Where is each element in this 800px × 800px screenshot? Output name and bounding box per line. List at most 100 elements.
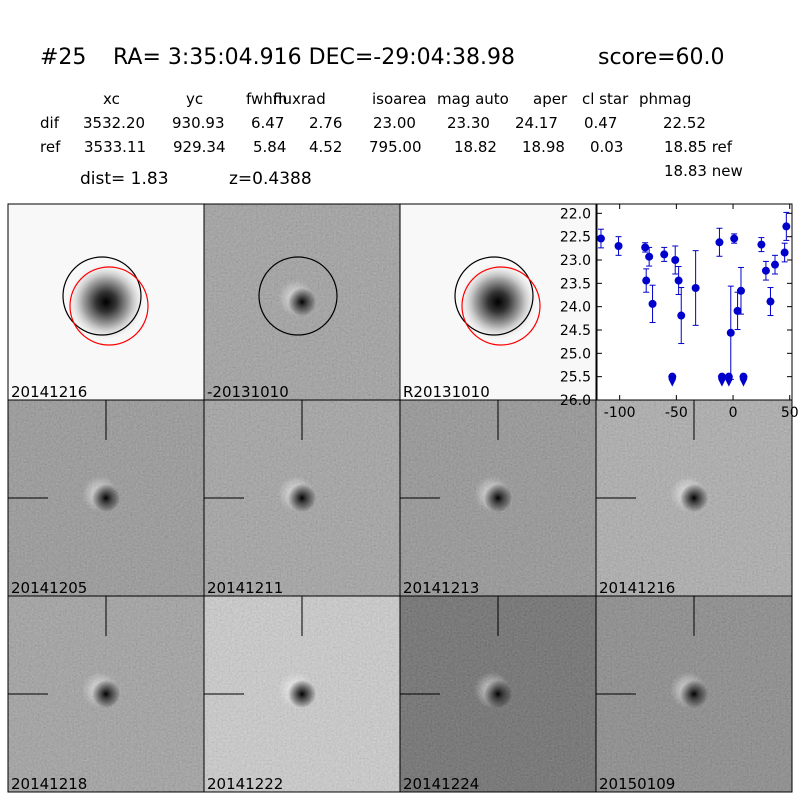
upper-limit-point: [724, 372, 733, 381]
stamp-grid: 20141216 -20131010 R20131010 20141205 201412…: [7, 203, 793, 793]
table-cell: 795.00: [369, 138, 422, 156]
table-cell: 23.30: [447, 114, 490, 132]
table-cell: 3533.11: [84, 138, 146, 156]
table-cell: 24.17: [515, 114, 558, 132]
column-header: mag auto: [437, 90, 509, 108]
data-point: [677, 311, 686, 320]
data-point: [726, 328, 735, 337]
stamp-source: [66, 262, 146, 342]
stamp-source: [680, 680, 708, 708]
data-point: [766, 297, 775, 306]
upper-limit-arrow: [668, 378, 677, 387]
column-header: phmag: [639, 90, 691, 108]
y-tick-label: 26.0: [560, 393, 591, 409]
y-tick-label: 24.0: [560, 300, 591, 316]
column-header: xc: [103, 90, 120, 108]
data-point: [782, 222, 791, 231]
y-tick-label: 22.5: [560, 230, 591, 246]
upper-limit-point: [717, 372, 726, 381]
light-curve: 22.0 22.5 23.0 23.5 24.0 24.5 25.0 25.5 26.0 -100…: [560, 203, 799, 421]
data-point: [691, 284, 700, 292]
aperture-black: [454, 256, 534, 336]
aperture-black: [258, 256, 338, 336]
stamp-source: [484, 680, 512, 708]
data-point: [674, 276, 683, 285]
stamp-source: [288, 680, 316, 708]
data-point: [770, 260, 779, 269]
y-tick-label: 24.5: [560, 323, 591, 339]
candidate-id: #25: [40, 45, 86, 70]
aperture-red: [69, 266, 149, 346]
stamp-source: [92, 484, 120, 512]
aperture-black: [62, 256, 142, 336]
y-tick-label: 25.0: [560, 346, 591, 362]
coordinates: RA= 3:35:04.916 DEC=-29:04:38.98: [113, 45, 515, 70]
plot-background: [597, 204, 792, 400]
column-header: cl star: [582, 90, 629, 108]
stamp-source: [288, 484, 316, 512]
data-point: [614, 242, 623, 250]
table-cell: ref: [40, 138, 61, 156]
table-cell: 5.84: [253, 138, 286, 156]
stamp-label: 20141224: [403, 775, 479, 793]
column-header: fwhm: [246, 90, 287, 108]
x-tick-label: -50: [665, 405, 688, 421]
data-point: [715, 238, 724, 247]
stamp-source: [92, 680, 120, 708]
y-tick-label: 25.5: [560, 370, 591, 386]
data-point: [780, 248, 789, 257]
data-point: [671, 256, 680, 264]
upper-limit-point: [668, 372, 677, 381]
stamp-label: 20141216: [11, 383, 87, 401]
table-cell: 3532.20: [83, 114, 145, 132]
stamp-frame: [595, 595, 793, 793]
stamp-label: R20131010: [403, 383, 490, 401]
data-point: [645, 252, 654, 261]
stamp-label: 20141211: [207, 579, 283, 597]
stamp-source: [458, 262, 538, 342]
data-point: [596, 234, 605, 243]
distance: dist= 1.83: [80, 169, 169, 189]
table-cell: dif: [40, 114, 60, 132]
stamp-label: 20141213: [403, 579, 479, 597]
column-header: aper: [533, 90, 568, 108]
column-header: isoarea: [372, 90, 427, 108]
column-header: fluxrad: [273, 90, 326, 108]
table-cell: 18.98: [522, 138, 565, 156]
stamp-source: [288, 288, 316, 316]
data-point: [660, 250, 669, 259]
table-cell: 18.82: [454, 138, 497, 156]
table-cell: 930.93: [172, 114, 225, 132]
x-tick-label: 0: [729, 405, 738, 421]
table-cell: 18.85 ref: [664, 138, 733, 156]
stamp-source: [484, 484, 512, 512]
table-cell: 4.52: [309, 138, 342, 156]
table-cell: 6.47: [251, 114, 284, 132]
plot-frame: [596, 203, 793, 401]
table-cell: 0.47: [584, 114, 617, 132]
data-point: [736, 286, 745, 295]
stamp-label: 20141205: [11, 579, 87, 597]
upper-limit-arrow: [739, 378, 748, 387]
upper-limit-arrow: [724, 378, 733, 387]
data-point: [730, 234, 739, 243]
phmag-new: 18.83 new: [664, 162, 743, 180]
column-header: yc: [186, 90, 203, 108]
upper-limit-point: [739, 372, 748, 381]
table-cell: 2.76: [309, 114, 342, 132]
data-point: [642, 276, 651, 285]
redshift: z=0.4388: [229, 169, 312, 189]
table-cell: 22.52: [663, 114, 706, 132]
stamp-label: 20141216: [599, 579, 675, 597]
y-tick-label: 23.0: [560, 253, 591, 269]
stamp-label: 20150109: [599, 775, 675, 793]
y-tick-label: 22.0: [560, 206, 591, 222]
data-point: [757, 240, 766, 249]
stamp-label: 20141222: [207, 775, 283, 793]
table-cell: 929.34: [173, 138, 226, 156]
data-point: [648, 299, 657, 308]
table-cell: 23.00: [373, 114, 416, 132]
data-point: [641, 243, 650, 252]
